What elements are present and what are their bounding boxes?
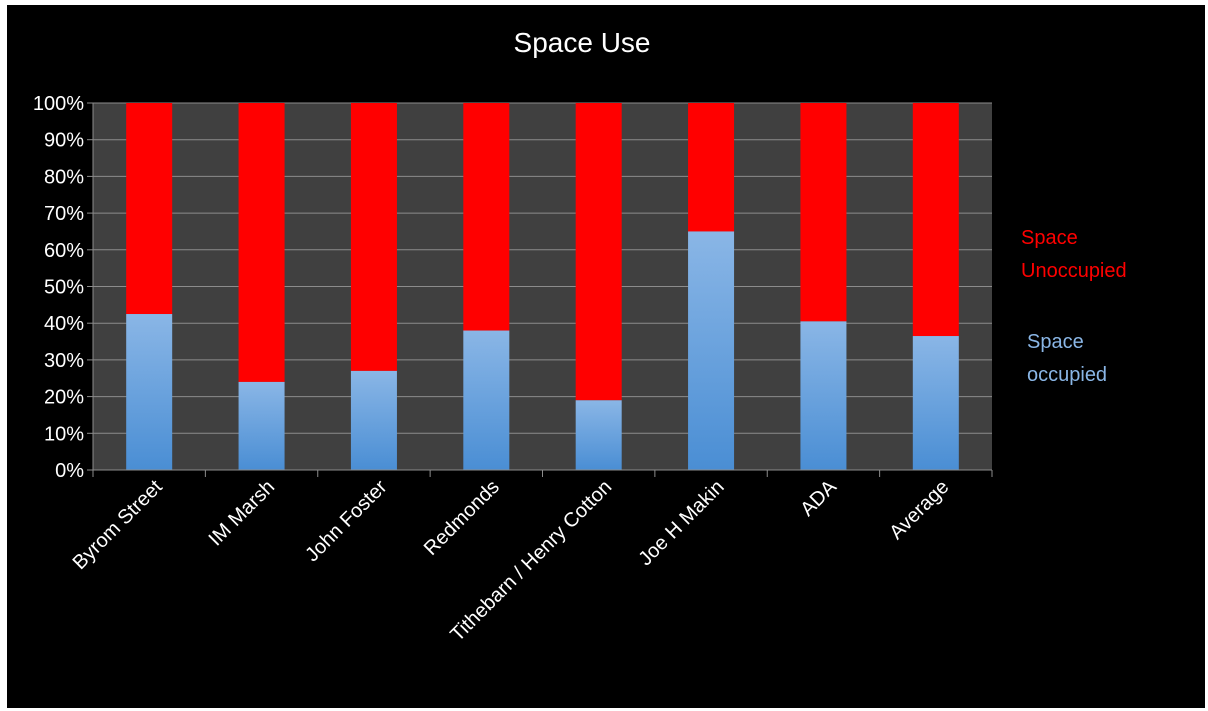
legend-space-occupied-line2: occupied	[1027, 364, 1107, 386]
bar-space-occupied	[800, 321, 847, 470]
chart-title: Space Use	[514, 27, 651, 58]
bar-space-occupied	[238, 381, 285, 470]
x-category-label: Joe H Makin	[634, 476, 728, 570]
bar-space-occupied	[688, 231, 735, 470]
legend-space-unoccupied-line1: Space	[1021, 227, 1078, 249]
y-tick-label: 10%	[44, 423, 84, 445]
x-category-label: Average	[885, 476, 953, 544]
space-use-chart: 0% 10% 20% 30% 40% 50% 60% 70% 80% 90% 100% Byrom S…	[33, 27, 1127, 646]
x-category-label: IM Marsh	[205, 476, 279, 550]
bar-space-unoccupied	[350, 103, 397, 371]
bar-space-unoccupied	[126, 103, 173, 315]
y-tick-label: 30%	[44, 350, 84, 372]
bars	[126, 103, 959, 470]
bar-space-unoccupied	[575, 103, 622, 401]
legend: Space Unoccupied Space occupied	[1021, 227, 1127, 386]
y-tick-label: 50%	[44, 277, 84, 299]
bar-space-occupied	[126, 314, 173, 470]
x-category-label: Redmonds	[420, 476, 504, 560]
legend-space-occupied-line1: Space	[1027, 331, 1084, 353]
y-tick-label: 70%	[44, 203, 84, 225]
y-tick-label: 90%	[44, 130, 84, 152]
y-tick-label: 80%	[44, 166, 84, 188]
y-tick-label: 60%	[44, 240, 84, 262]
y-tick-label: 0%	[55, 460, 84, 482]
x-category-label: John Foster	[301, 476, 391, 566]
bar-space-unoccupied	[463, 103, 510, 331]
bar-space-occupied	[575, 400, 622, 470]
y-tick-label: 100%	[33, 93, 84, 115]
y-tick-label: 40%	[44, 313, 84, 335]
x-category-label: Byrom Street	[69, 476, 167, 574]
y-tick-label: 20%	[44, 387, 84, 409]
bar-space-unoccupied	[800, 103, 847, 322]
legend-space-unoccupied-line2: Unoccupied	[1021, 260, 1127, 282]
bar-space-unoccupied	[688, 103, 735, 232]
bar-space-unoccupied	[238, 103, 285, 382]
bar-space-occupied	[912, 336, 959, 470]
bar-space-unoccupied	[912, 103, 959, 337]
bar-space-occupied	[463, 330, 510, 470]
bar-space-occupied	[350, 370, 397, 470]
x-category-label: ADA	[796, 476, 841, 521]
chart-frame: 0% 10% 20% 30% 40% 50% 60% 70% 80% 90% 100% Byrom S…	[7, 5, 1205, 708]
